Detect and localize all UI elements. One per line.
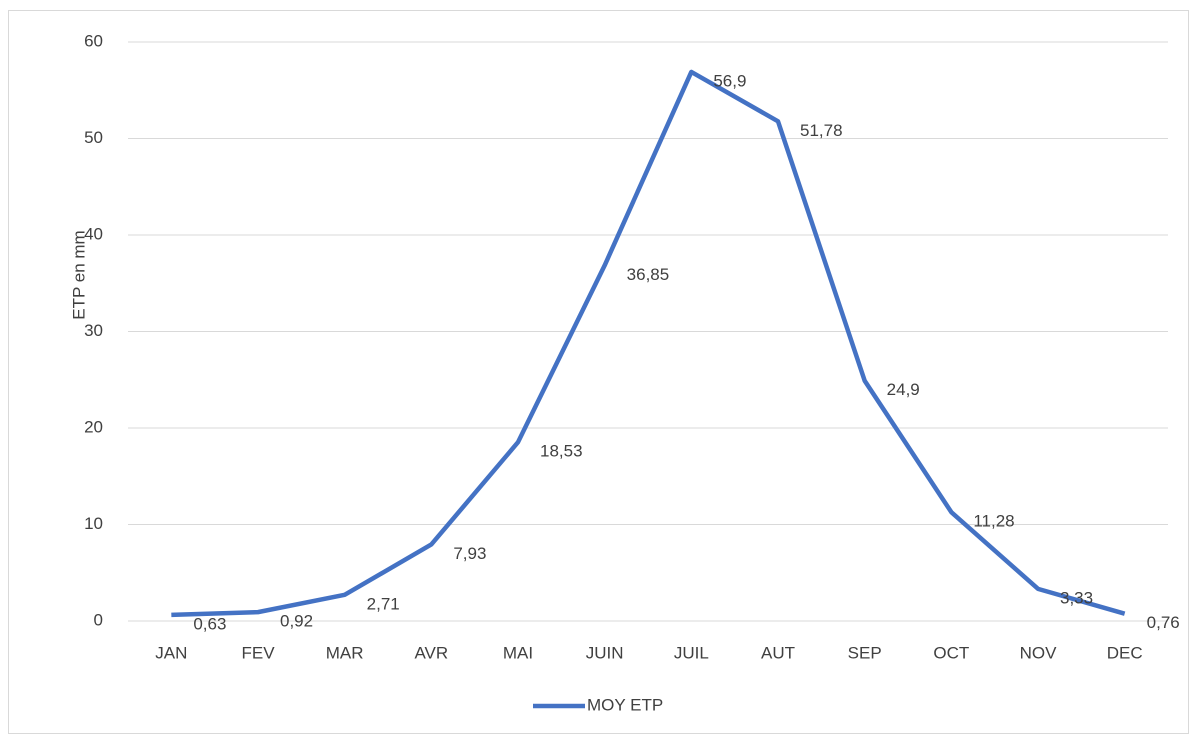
x-tick-label: SEP: [848, 643, 882, 662]
y-axis-title: ETP en mm: [69, 230, 88, 319]
data-label: 0,76: [1147, 613, 1180, 632]
data-label: 11,28: [973, 512, 1014, 531]
data-label: 24,9: [887, 380, 920, 399]
y-tick-label: 10: [84, 514, 103, 533]
x-tick-label: AVR: [414, 643, 448, 662]
y-tick-label: 60: [84, 31, 103, 50]
x-tick-label: JUIL: [674, 643, 709, 662]
x-tick-label: FEV: [241, 643, 275, 662]
data-label: 51,78: [800, 121, 843, 140]
chart-border: [8, 10, 1189, 734]
data-line: [171, 69, 1126, 618]
x-tick-label: OCT: [933, 643, 969, 662]
x-tick-label: DEC: [1107, 643, 1143, 662]
x-tick-label: MAR: [326, 643, 364, 662]
data-label: 0,92: [280, 612, 313, 631]
y-tick-label: 40: [84, 224, 103, 243]
x-tick-label: AUT: [761, 643, 795, 662]
y-tick-label: 0: [94, 610, 103, 629]
data-label: 2,71: [367, 594, 400, 613]
x-tick-label: NOV: [1020, 643, 1058, 662]
data-label: 18,53: [540, 442, 583, 461]
data-label: 7,93: [453, 544, 486, 563]
data-label: 0,63: [193, 614, 226, 633]
x-tick-label: JUIN: [586, 643, 624, 662]
y-tick-label: 20: [84, 417, 103, 436]
x-tick-label: MAI: [503, 643, 533, 662]
data-label: 56,9: [713, 71, 746, 90]
y-tick-label: 30: [84, 321, 103, 340]
data-label: 36,85: [627, 265, 670, 284]
data-label: 3,33: [1060, 588, 1093, 607]
x-tick-label: JAN: [155, 643, 187, 662]
y-tick-label: 50: [84, 128, 103, 147]
legend-label: MOY ETP: [587, 695, 663, 714]
